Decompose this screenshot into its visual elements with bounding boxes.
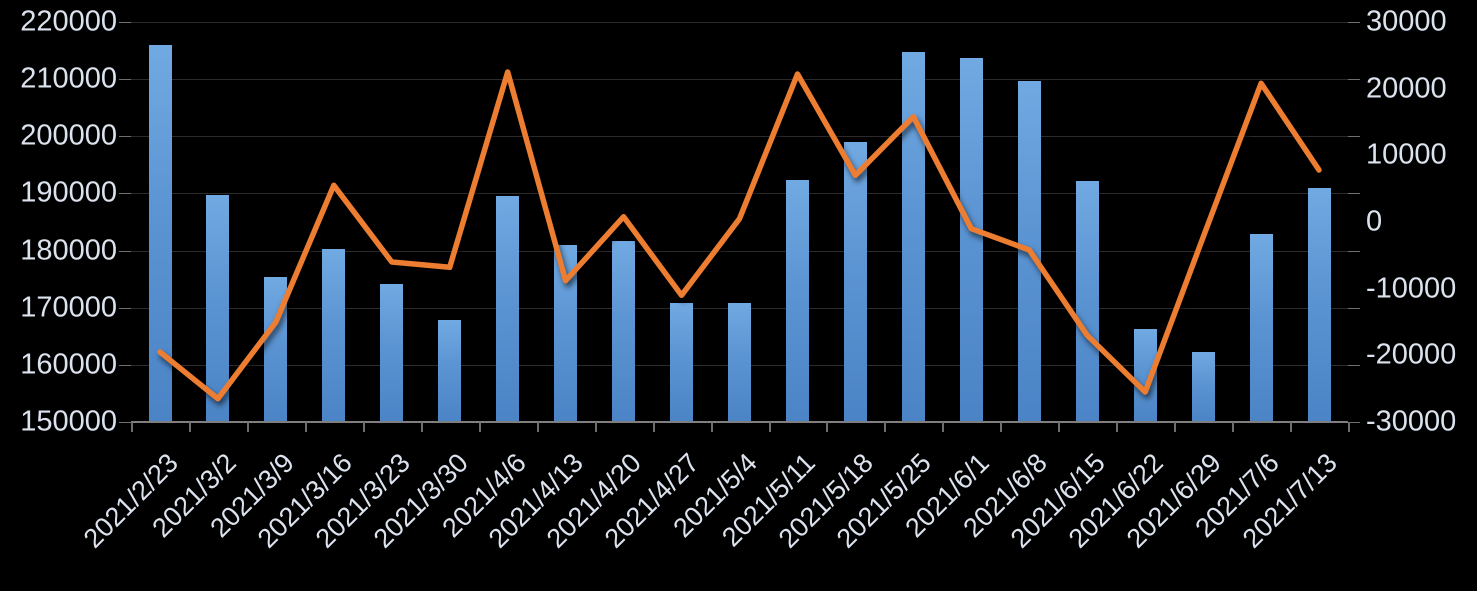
line-series-path [157,69,1322,402]
